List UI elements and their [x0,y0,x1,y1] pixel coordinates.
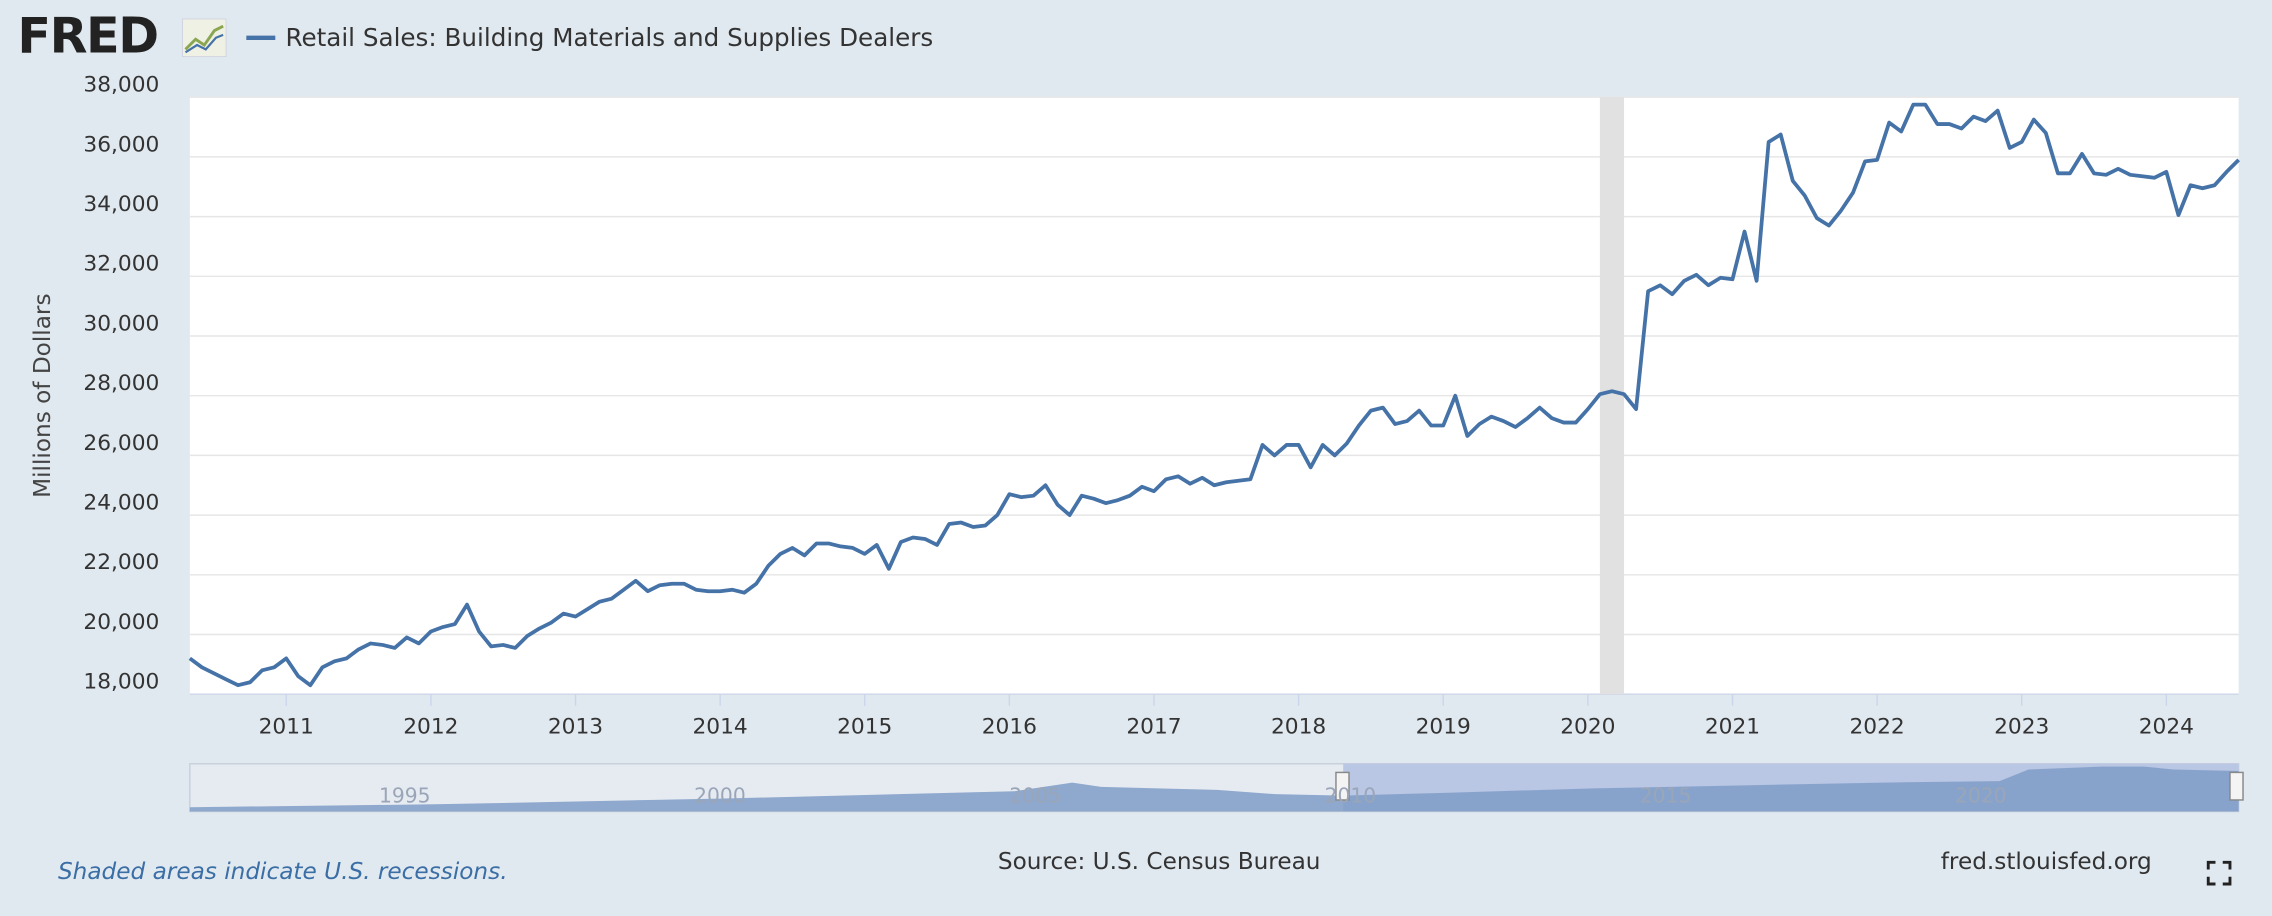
navigator-label: 2005 [1009,784,1061,808]
navigator-label: 2020 [1955,784,2007,808]
y-tick-label: 30,000 [83,311,159,336]
y-tick-label: 22,000 [83,550,159,575]
y-tick-label: 18,000 [83,670,159,695]
y-tick-label: 38,000 [83,73,159,98]
x-tick-label: 2013 [548,715,603,740]
y-axis-label: Millions of Dollars [29,293,56,497]
navigator-label: 1995 [379,784,431,808]
legend-label: Retail Sales: Building Materials and Sup… [285,23,933,52]
y-tick-label: 34,000 [83,192,159,217]
logo: FRED [17,7,157,65]
x-tick-label: 2017 [1126,715,1181,740]
x-tick-label: 2018 [1271,715,1326,740]
navigator [189,763,2244,813]
y-tick-label: 36,000 [83,132,159,157]
recession-note: Shaded areas indicate U.S. recessions. [58,858,508,885]
fullscreen-button[interactable] [2206,860,2232,886]
x-tick-label: 2016 [982,715,1037,740]
y-tick-label: 24,000 [83,490,159,515]
x-tick-label: 2015 [837,715,892,740]
navigator-label: 2010 [1325,784,1377,808]
recession-band [1599,97,1625,695]
series-line [188,102,2240,688]
y-tick-label: 20,000 [83,610,159,635]
x-tick-label: 2023 [1994,715,2049,740]
navigator-label: 2000 [694,784,746,808]
site-link[interactable]: fred.stlouisfed.org [1941,848,2152,875]
x-tick-label: 2024 [2139,715,2194,740]
x-tick-label: 2011 [259,715,314,740]
y-tick-label: 32,000 [83,252,159,277]
x-tick-label: 2012 [403,715,458,740]
source: Source: U.S. Census Bureau [998,848,1321,875]
x-tick-label: 2021 [1705,715,1760,740]
y-tick-label: 26,000 [83,431,159,456]
x-tick-label: 2022 [1849,715,1904,740]
x-tick-label: 2020 [1560,715,1615,740]
y-tick-label: 28,000 [83,371,159,396]
x-tick-label: 2019 [1416,715,1471,740]
navigator-label: 2015 [1640,784,1692,808]
x-tick-label: 2014 [692,715,747,740]
logo-icon [182,18,227,57]
